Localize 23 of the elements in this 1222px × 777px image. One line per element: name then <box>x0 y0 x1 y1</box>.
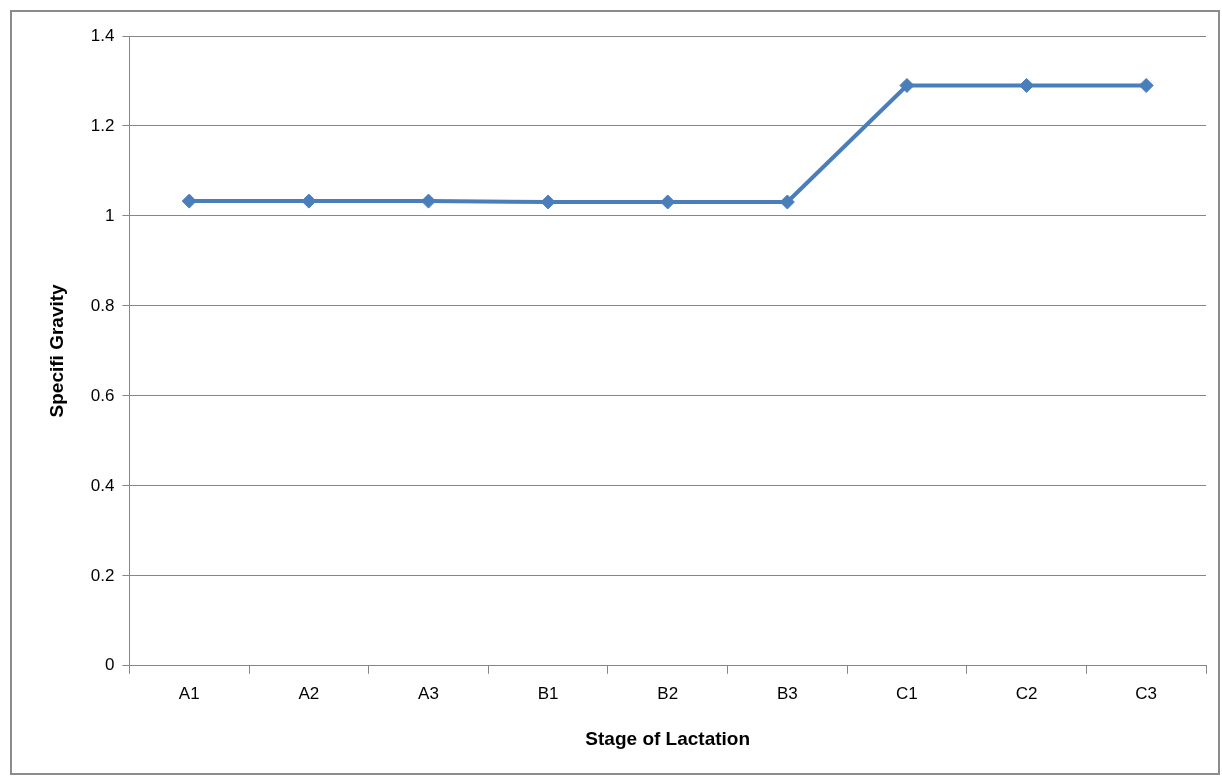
x-tick-label: B3 <box>776 683 798 703</box>
y-axis-title: Specifi Gravity <box>45 283 67 418</box>
x-tick-label: B2 <box>657 683 679 703</box>
y-tick-label: 0 <box>104 655 115 675</box>
y-tick-label: 0.8 <box>90 295 115 315</box>
x-tick-label: C3 <box>1135 683 1158 703</box>
x-tick-label: A3 <box>418 683 439 703</box>
x-tick-label: A2 <box>298 683 320 703</box>
x-axis-title: Stage of Lactation <box>585 727 751 749</box>
point <box>899 77 915 93</box>
point <box>181 193 197 209</box>
point <box>1019 77 1035 93</box>
x-tick-label: C2 <box>1015 683 1038 703</box>
x-tick-label: C1 <box>896 683 918 703</box>
y-tick-label: 1.4 <box>90 25 115 45</box>
x-tick-label: A1 <box>178 683 200 703</box>
x-tick-label: B1 <box>537 683 559 703</box>
y-tick-label: 0.2 <box>90 565 115 585</box>
y-tick-label: 1 <box>104 205 115 225</box>
point <box>1138 77 1154 93</box>
y-tick-label: 1.2 <box>90 115 115 135</box>
y-tick-label: 0.4 <box>90 475 115 495</box>
y-tick-label: 0.6 <box>90 385 115 405</box>
